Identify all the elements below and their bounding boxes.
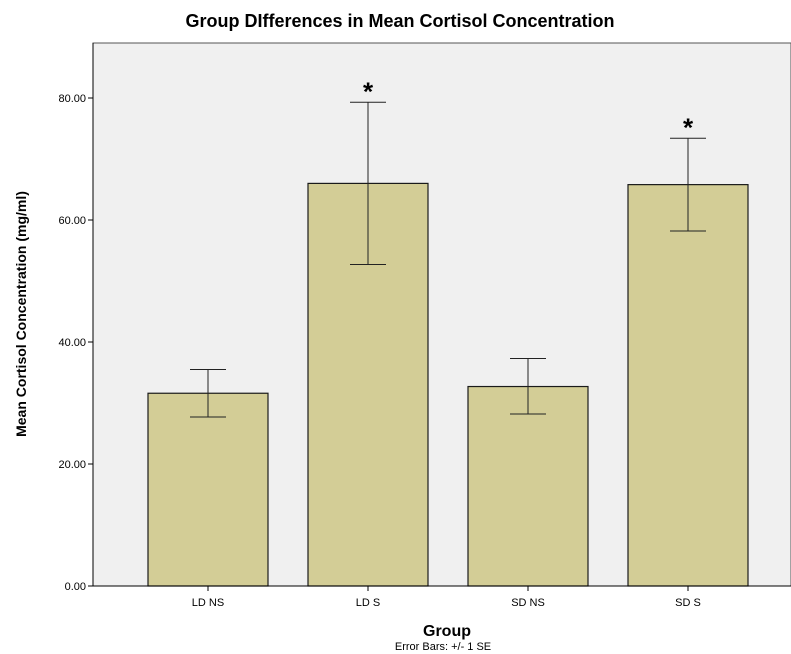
y-axis-label: Mean Cortisol Concentration (mg/ml) [13,191,29,437]
error-bars-note: Error Bars: +/- 1 SE [395,641,491,653]
significance-marker: * [363,76,374,106]
y-axis: 0.00 20.00 40.00 60.00 80.00 [58,43,94,593]
x-tick-label: LD NS [192,597,224,609]
bars-group: ** [147,76,749,587]
y-tick-label: 20.00 [58,459,86,471]
x-tick-label: SD S [675,597,701,609]
y-tick-label: 80.00 [58,93,86,105]
bar-ld-ns [147,392,269,587]
y-tick-label: 0.00 [65,581,86,593]
x-tick-label: SD NS [511,597,545,609]
significance-marker: * [683,112,694,142]
y-tick-label: 40.00 [58,337,86,349]
x-tick-label: LD S [356,597,380,609]
x-axis-label: Group [423,623,471,640]
bar-sd-s [627,184,749,587]
chart-title: Group DIfferences in Mean Cortisol Conce… [185,11,614,31]
bar-sd-ns [467,385,589,587]
y-tick-label: 60.00 [58,215,86,227]
x-axis: LD NS LD S SD NS SD S [93,585,791,609]
